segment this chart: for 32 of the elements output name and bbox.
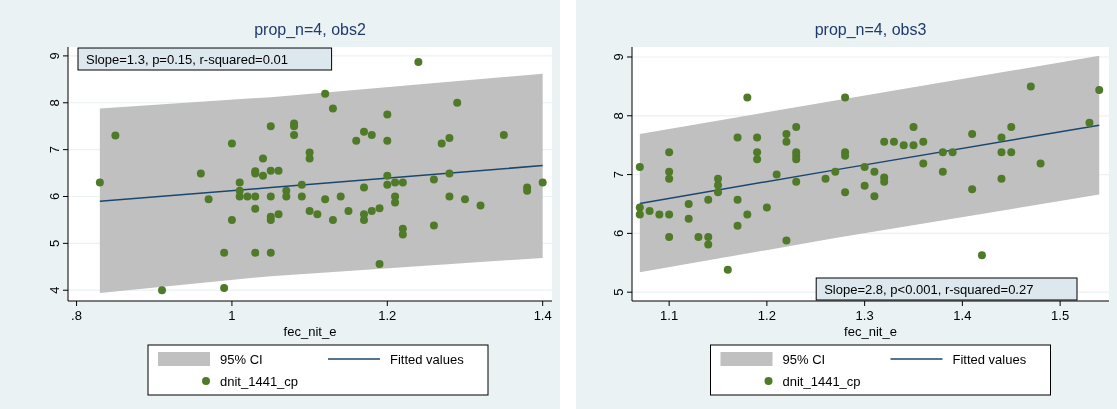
x-axis-title: fec_nit_e bbox=[283, 324, 337, 339]
x-tick-label: 1.3 bbox=[855, 308, 874, 323]
legend-label: dnit_1441_cp bbox=[782, 373, 861, 389]
y-tick-label: 4 bbox=[47, 286, 62, 294]
x-tick-label: 1.1 bbox=[660, 308, 679, 323]
y-tick-label: 7 bbox=[47, 146, 62, 154]
y-tick-label: 6 bbox=[47, 192, 62, 201]
y-tick-label: 5 bbox=[47, 239, 62, 247]
x-tick-label: 1.2 bbox=[757, 308, 776, 323]
legend-label: 95% CI bbox=[782, 351, 826, 367]
chart-title: prop_n=4, obs3 bbox=[814, 21, 927, 39]
x-axis-title: fec_nit_e bbox=[844, 324, 897, 339]
x-tick-label: 1 bbox=[228, 308, 236, 323]
y-tick-label: 9 bbox=[611, 53, 626, 61]
legend-label: Fitted values bbox=[390, 351, 465, 367]
y-tick-label: 8 bbox=[611, 112, 626, 120]
legend-label: 95% CI bbox=[220, 351, 263, 367]
x-tick-label: .8 bbox=[71, 308, 82, 323]
x-tick-label: 1.4 bbox=[533, 308, 552, 323]
x-tick-label: 1.4 bbox=[953, 308, 972, 323]
y-tick-label: 5 bbox=[611, 288, 626, 296]
y-tick-label: 7 bbox=[611, 170, 626, 179]
annotation: Slope=2.8, p<0.001, r-squared=0.27 bbox=[824, 281, 1034, 297]
legend-label: dnit_1441_cp bbox=[220, 373, 299, 389]
y-tick-label: 6 bbox=[611, 229, 626, 237]
x-tick-label: 1.5 bbox=[1051, 308, 1070, 323]
annotation: Slope=1.3, p=0.15, r-squared=0.01 bbox=[86, 51, 289, 67]
y-tick-label: 8 bbox=[47, 99, 62, 107]
y-tick-label: 9 bbox=[47, 52, 62, 60]
x-tick-label: 1.2 bbox=[378, 308, 397, 323]
legend-label: Fitted values bbox=[952, 351, 1027, 367]
chart-title: prop_n=4, obs2 bbox=[254, 21, 366, 39]
